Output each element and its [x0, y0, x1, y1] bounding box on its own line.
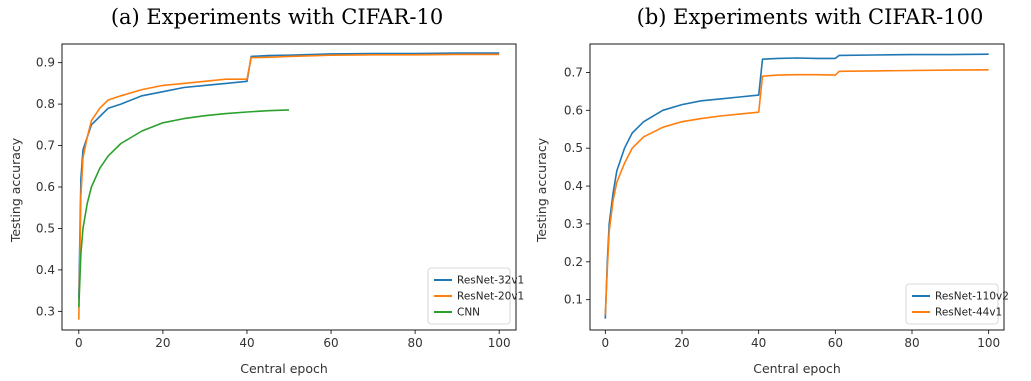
- series-line-resnet-44v1: [604, 69, 989, 315]
- y-tick-label: 0.1: [564, 293, 583, 307]
- y-tick-label: 0.4: [36, 263, 55, 277]
- legend-cifar10: ResNet-32v1 ResNet-20v1 CNN: [427, 267, 524, 325]
- legend-label-resnet-44v1: ResNet-44v1: [935, 307, 1002, 319]
- chart-title-cifar10: (a) Experiments with CIFAR-10: [111, 5, 443, 29]
- legend-label-resnet-20v1: ResNet-20v1: [457, 291, 524, 303]
- x-tick-label: 80: [904, 336, 919, 350]
- y-tick-label: 0.2: [564, 255, 583, 269]
- legend-label-resnet-32v1: ResNet-32v1: [457, 275, 524, 287]
- y-tick-label: 0.9: [36, 56, 55, 70]
- chart-panel-cifar100: (b) Experiments with CIFAR-100 0 20 40 60 80…: [534, 5, 1009, 376]
- series-line-resnet-110v2: [604, 53, 989, 319]
- axes-frame-cifar100: [589, 43, 1005, 331]
- y-tick-label: 0.4: [564, 179, 583, 193]
- chart-title-cifar100: (b) Experiments with CIFAR-100: [637, 5, 984, 29]
- y-tick-label: 0.7: [36, 139, 55, 153]
- x-tick-label: 20: [155, 336, 170, 350]
- x-tick-label: 80: [407, 336, 422, 350]
- y-tick-label: 0.6: [36, 180, 55, 194]
- legend-label-resnet-110v2: ResNet-110v2: [935, 291, 1009, 303]
- chart-panel-cifar10: (a) Experiments with CIFAR-10 0 20 40 60 80 1…: [8, 5, 524, 376]
- x-tick-label: 100: [977, 336, 1000, 350]
- legend-box: [905, 283, 999, 325]
- y-tick-label: 0.5: [564, 141, 583, 155]
- series-line-resnet-20v1: [78, 53, 500, 320]
- legend-label-cnn: CNN: [457, 307, 480, 319]
- y-tick-label: 0.5: [36, 221, 55, 235]
- x-tick-label: 0: [602, 336, 610, 350]
- x-tick-label: 0: [75, 336, 83, 350]
- y-axis-label-cifar10: Testing accuracy: [8, 137, 23, 243]
- y-tick-label: 0.3: [36, 304, 55, 318]
- series-line-cnn: [78, 109, 290, 308]
- legend-box: [427, 267, 511, 325]
- x-tick-label: 60: [828, 336, 843, 350]
- y-tick-label: 0.3: [564, 217, 583, 231]
- legend-cifar100: ResNet-110v2 ResNet-44v1: [905, 283, 1009, 325]
- y-tick-label: 0.6: [564, 103, 583, 117]
- x-tick-label: 100: [488, 336, 511, 350]
- x-tick-label: 60: [323, 336, 338, 350]
- x-tick-label: 40: [239, 336, 254, 350]
- plot-area-cifar100: 0 20 40 60 80 100 0.1 0.2 0.3 0.4 0.5 0.6 0.7 ResNet-…: [564, 43, 1009, 350]
- y-tick-label: 0.7: [564, 65, 583, 79]
- y-tick-label: 0.8: [36, 97, 55, 111]
- x-tick-label: 20: [674, 336, 689, 350]
- y-axis-label-cifar100: Testing accuracy: [534, 137, 549, 243]
- plot-area-cifar10: 0 20 40 60 80 100 0.3 0.4 0.5 0.6 0.7 0.8 0.9 ResNet-…: [36, 43, 524, 350]
- x-tick-label: 40: [751, 336, 766, 350]
- x-axis-label-cifar100: Central epoch: [753, 361, 841, 376]
- x-axis-label-cifar10: Central epoch: [240, 361, 328, 376]
